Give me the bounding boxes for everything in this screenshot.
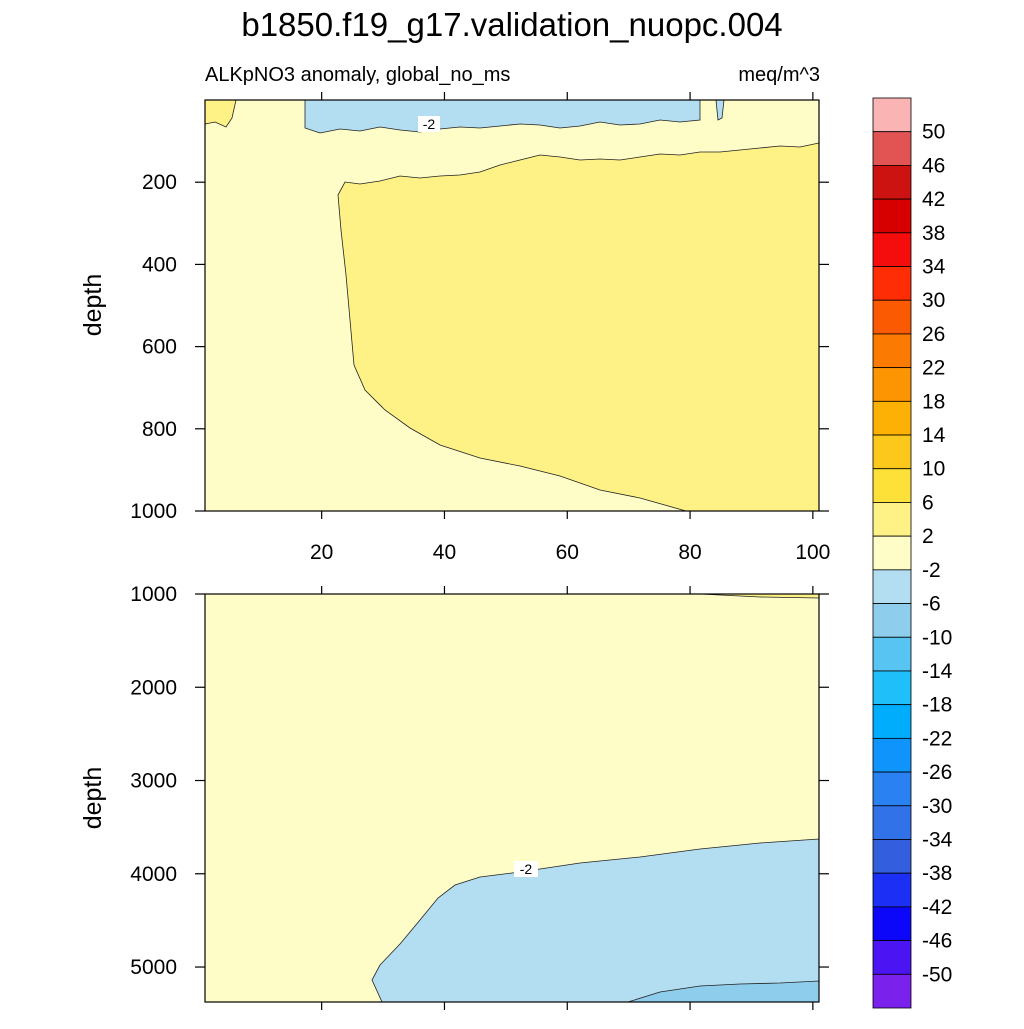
upper-panel: -2 20 40 60 80 100 200 400 600 800 1000 depth bbox=[79, 92, 830, 564]
upper-y-tick-label: 400 bbox=[142, 253, 177, 276]
colorbar-swatch bbox=[872, 973, 912, 1009]
upper-x-tick-label: 20 bbox=[310, 541, 333, 564]
upper-y-tick-label: 600 bbox=[142, 336, 177, 359]
colorbar-label: -42 bbox=[922, 896, 952, 919]
colorbar-swatch bbox=[872, 502, 912, 537]
upper-x-tick-label: 40 bbox=[433, 541, 456, 564]
lower-y-tick-label: 5000 bbox=[130, 956, 177, 979]
colorbar-swatch bbox=[872, 805, 912, 840]
colorbar-swatch bbox=[872, 636, 912, 672]
colorbar-swatch bbox=[872, 670, 912, 706]
colorbar-swatch bbox=[872, 906, 912, 941]
colorbar-label: -30 bbox=[922, 795, 952, 818]
colorbar-swatch bbox=[872, 198, 912, 234]
upper-axis-ticks: 20 40 60 80 100 200 400 600 800 1000 bbox=[130, 92, 830, 564]
chart-subtitle-left: ALKpNO3 anomaly, global_no_ms bbox=[205, 64, 510, 86]
colorbar-label: 10 bbox=[922, 458, 945, 481]
colorbar-label: 18 bbox=[922, 390, 945, 413]
upper-x-tick-label: 80 bbox=[678, 541, 701, 564]
colorbar-label: 14 bbox=[922, 424, 946, 447]
colorbar-label: -14 bbox=[922, 660, 953, 683]
colorbar-swatch bbox=[872, 131, 912, 166]
colorbar-label: 22 bbox=[922, 357, 945, 380]
colorbar-swatch bbox=[872, 737, 912, 773]
colorbar-label: -50 bbox=[922, 963, 952, 986]
colorbar-label: 42 bbox=[922, 188, 945, 211]
lower-y-tick-label: 3000 bbox=[130, 770, 177, 793]
colorbar-label: -6 bbox=[922, 593, 941, 616]
lower-panel: -2 1000 2000 3000 4000 5000 depth bbox=[79, 583, 829, 1010]
colorbar-swatch bbox=[872, 367, 912, 402]
upper-y-tick-label: 800 bbox=[142, 418, 177, 441]
upper-x-tick-label: 100 bbox=[795, 541, 830, 564]
lower-plot-area: -2 bbox=[204, 593, 820, 1003]
colorbar-swatch bbox=[872, 603, 912, 638]
colorbar-label: 2 bbox=[922, 525, 934, 548]
colorbar-swatch bbox=[872, 940, 912, 975]
upper-contour-label: -2 bbox=[423, 116, 436, 132]
lower-y-tick-label: 2000 bbox=[130, 676, 177, 699]
upper-y-tick-label: 1000 bbox=[130, 500, 177, 523]
upper-plot-frame bbox=[204, 99, 820, 512]
lower-negative-region bbox=[371, 838, 820, 1003]
upper-x-tick-label: 60 bbox=[556, 541, 579, 564]
colorbar-swatch bbox=[872, 839, 912, 874]
colorbar-swatch bbox=[872, 97, 912, 133]
upper-contour-label-bg bbox=[418, 116, 440, 132]
lower-plot-frame bbox=[204, 593, 820, 1003]
colorbar-swatch bbox=[872, 299, 912, 335]
colorbar-label: -10 bbox=[922, 626, 952, 649]
colorbar-swatch bbox=[872, 468, 912, 503]
colorbar-swatch bbox=[872, 165, 912, 200]
lower-y-tick-label: 4000 bbox=[130, 863, 177, 886]
colorbar-label: 26 bbox=[922, 323, 945, 346]
colorbar-label: -38 bbox=[922, 862, 952, 885]
colorbar-label: 38 bbox=[922, 222, 945, 245]
colorbar-label: -46 bbox=[922, 930, 952, 953]
lower-contour-label-bg bbox=[514, 861, 538, 877]
colorbar-label: -34 bbox=[922, 828, 953, 851]
colorbar-label: 34 bbox=[922, 256, 946, 279]
lower-axis-ticks: 1000 2000 3000 4000 5000 bbox=[130, 583, 829, 1010]
colorbar-swatch bbox=[872, 400, 912, 436]
colorbar-swatch bbox=[872, 704, 912, 739]
colorbar-label: -2 bbox=[922, 559, 941, 582]
colorbar-label: -26 bbox=[922, 761, 952, 784]
colorbar-swatch bbox=[872, 434, 912, 470]
lower-y-axis-title: depth bbox=[79, 767, 107, 830]
upper-positive-region bbox=[337, 142, 820, 512]
colorbar-swatch bbox=[872, 872, 912, 908]
colorbar-label: 50 bbox=[922, 121, 945, 144]
colorbar-label: -18 bbox=[922, 694, 952, 717]
chart-subtitle-units: meq/m^3 bbox=[738, 64, 820, 86]
chart-title: b1850.f19_g17.validation_nuopc.004 bbox=[241, 6, 782, 43]
upper-negative-region bbox=[304, 99, 701, 134]
colorbar-swatch bbox=[872, 232, 912, 267]
colorbar-label: 46 bbox=[922, 154, 945, 177]
upper-y-tick-label: 200 bbox=[142, 171, 177, 194]
colorbar-swatch bbox=[872, 535, 912, 571]
lower-y-tick-label: 1000 bbox=[130, 583, 177, 606]
colorbar-swatch bbox=[872, 771, 912, 807]
upper-plot-area: -2 bbox=[204, 99, 820, 512]
upper-y-axis-title: depth bbox=[79, 274, 107, 337]
colorbar-swatch bbox=[872, 333, 912, 369]
colorbar-swatch bbox=[872, 266, 912, 301]
colorbar-label: 30 bbox=[922, 289, 945, 312]
colorbar-label: 6 bbox=[922, 491, 934, 514]
lower-contour-label: -2 bbox=[520, 861, 533, 877]
colorbar-label: -22 bbox=[922, 727, 952, 750]
colorbar-swatch bbox=[872, 569, 912, 604]
colorbar: 50 46 42 38 34 30 26 22 18 14 10 6 2 -2 -6 -10 -14 -18 -22… bbox=[872, 97, 953, 1009]
